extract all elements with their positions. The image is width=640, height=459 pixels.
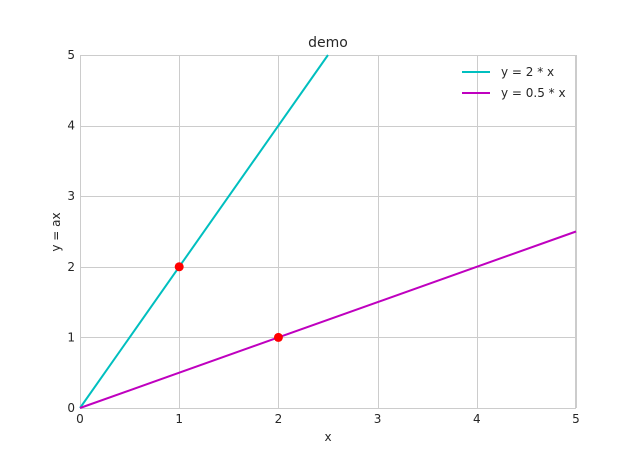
chart-title: demo <box>308 35 348 51</box>
y-tick-label: 2 <box>67 260 75 274</box>
legend: y = 2 * x y = 0.5 * x <box>462 65 566 100</box>
y-tick-label: 0 <box>67 401 75 415</box>
x-tick-label: 2 <box>275 412 283 426</box>
series-layer <box>79 54 577 409</box>
y-tick-label: 5 <box>67 48 75 62</box>
x-axis-label: x <box>324 430 331 444</box>
y-tick-label: 1 <box>67 330 75 344</box>
y-tick-label: 3 <box>67 189 75 203</box>
series-line-1 <box>79 54 329 409</box>
data-point-marker-1 <box>174 262 184 272</box>
x-tick-label: 3 <box>374 412 382 426</box>
x-tick-label: 0 <box>76 412 84 426</box>
x-tick-label: 5 <box>572 412 580 426</box>
y-tick-label: 4 <box>67 119 75 133</box>
x-tick-label: 1 <box>175 412 183 426</box>
legend-label-1: y = 2 * x <box>501 65 554 79</box>
marker-layer <box>174 262 283 342</box>
tick-labels: 0 1 2 3 4 5 0 1 2 3 4 5 <box>67 48 579 426</box>
x-tick-label: 4 <box>473 412 481 426</box>
data-point-marker-2 <box>273 332 283 342</box>
grid <box>80 55 577 409</box>
series-line-2 <box>79 230 577 409</box>
legend-label-2: y = 0.5 * x <box>501 86 566 100</box>
y-axis-label: y = ax <box>49 212 63 251</box>
